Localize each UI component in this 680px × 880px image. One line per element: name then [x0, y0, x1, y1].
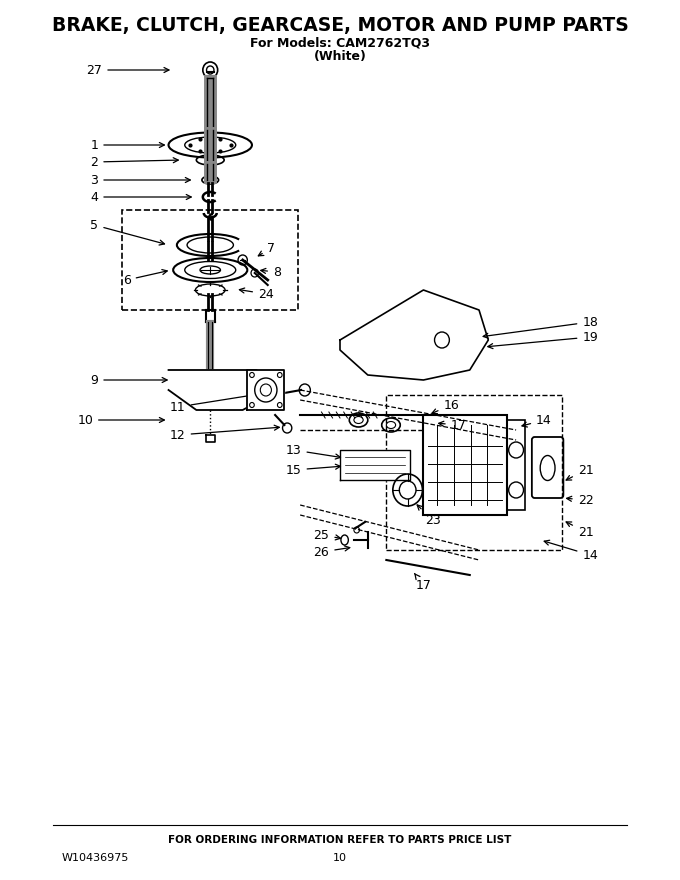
Text: 16: 16 [432, 399, 459, 414]
Text: 2: 2 [90, 156, 178, 168]
Text: BRAKE, CLUTCH, GEARCASE, MOTOR AND PUMP PARTS: BRAKE, CLUTCH, GEARCASE, MOTOR AND PUMP … [52, 16, 628, 34]
Text: 10: 10 [333, 853, 347, 863]
Polygon shape [169, 370, 266, 410]
Text: 14: 14 [522, 414, 551, 427]
Text: 5: 5 [90, 218, 165, 245]
Text: 11: 11 [170, 392, 262, 414]
Text: 3: 3 [90, 173, 190, 187]
Text: 14: 14 [544, 540, 598, 561]
Text: 21: 21 [566, 464, 594, 480]
Text: 6: 6 [123, 269, 167, 287]
Text: 4: 4 [90, 190, 191, 203]
Text: 17: 17 [439, 419, 466, 431]
Polygon shape [340, 450, 409, 480]
Text: 26: 26 [313, 546, 350, 559]
Text: 13: 13 [286, 444, 341, 459]
Text: 24: 24 [239, 288, 274, 300]
Bar [122, 210, 299, 310]
Text: 1: 1 [90, 138, 165, 151]
Text: FOR ORDERING INFORMATION REFER TO PARTS PRICE LIST: FOR ORDERING INFORMATION REFER TO PARTS … [169, 835, 511, 845]
Text: 17: 17 [415, 574, 431, 591]
Polygon shape [248, 370, 284, 410]
Text: 21: 21 [566, 522, 594, 539]
Text: 23: 23 [417, 505, 441, 526]
Text: 15: 15 [286, 464, 341, 476]
Text: 18: 18 [483, 316, 598, 338]
Text: 25: 25 [313, 529, 341, 541]
Bar [507, 420, 526, 510]
Text: 12: 12 [170, 425, 279, 442]
Text: 9: 9 [90, 373, 167, 386]
Text: 27: 27 [86, 63, 169, 77]
Text: 10: 10 [78, 414, 165, 427]
Text: (White): (White) [313, 49, 367, 62]
Text: 22: 22 [566, 494, 594, 507]
Text: 8: 8 [260, 266, 281, 278]
Text: For Models: CAM2762TQ3: For Models: CAM2762TQ3 [250, 36, 430, 49]
Bar [386, 395, 562, 550]
Text: 7: 7 [258, 241, 275, 256]
Polygon shape [340, 290, 488, 380]
Text: W10436975: W10436975 [62, 853, 129, 863]
Text: 19: 19 [488, 331, 598, 348]
Bar [424, 415, 507, 515]
